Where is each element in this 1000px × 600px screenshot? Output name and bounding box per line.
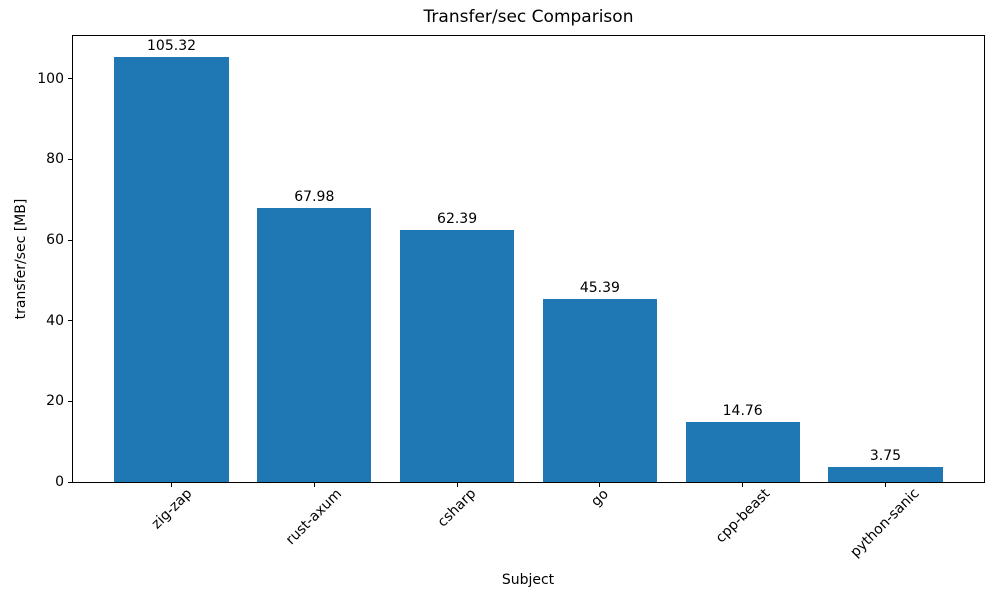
y-tick-label: 100 bbox=[37, 70, 64, 87]
bar-value-label: 62.39 bbox=[437, 211, 478, 228]
y-tick-mark bbox=[68, 158, 73, 160]
y-tick-mark bbox=[68, 320, 73, 322]
y-axis-label: transfer/sec [MB] bbox=[13, 198, 29, 320]
x-tick-mark bbox=[599, 482, 601, 487]
x-tick-mark bbox=[456, 482, 458, 487]
bar-python-sanic bbox=[828, 466, 943, 482]
x-tick-label: go bbox=[588, 485, 612, 510]
x-tick-label: python-sanic bbox=[847, 485, 924, 562]
bar-value-label: 3.75 bbox=[869, 447, 902, 464]
y-tick-label: 80 bbox=[46, 151, 64, 168]
x-axis-label: Subject bbox=[501, 572, 555, 588]
bar-zig-zap bbox=[114, 57, 229, 482]
bar-value-label: 105.32 bbox=[147, 38, 197, 55]
x-tick-mark bbox=[313, 482, 315, 487]
chart-title: Transfer/sec Comparison bbox=[423, 7, 634, 27]
x-tick-label: cpp-beast bbox=[712, 485, 773, 547]
y-tick-label: 0 bbox=[55, 474, 64, 490]
y-tick-mark bbox=[68, 78, 73, 80]
plot-area: 0 20 40 60 80 100 105.32 zig-zap 67.98 rust-axum 6… bbox=[37, 35, 985, 561]
x-tick-label: csharp bbox=[434, 485, 480, 531]
bar-rust-axum bbox=[257, 207, 372, 482]
bar-cpp-beast bbox=[685, 422, 800, 482]
y-tick-label: 40 bbox=[46, 312, 64, 329]
x-tick-label: zig-zap bbox=[148, 485, 195, 533]
x-tick-mark bbox=[171, 482, 173, 487]
y-tick-mark bbox=[68, 400, 73, 402]
bar-value-label: 67.98 bbox=[294, 188, 335, 205]
x-tick-mark bbox=[742, 482, 744, 487]
x-tick-label: rust-axum bbox=[283, 486, 346, 549]
bar-value-label: 45.39 bbox=[579, 279, 620, 296]
y-tick-label: 60 bbox=[46, 232, 64, 249]
bar-value-label: 14.76 bbox=[722, 403, 763, 420]
x-tick-mark bbox=[884, 482, 886, 487]
y-tick-mark bbox=[68, 239, 73, 241]
bar-go bbox=[542, 298, 657, 482]
bar-csharp bbox=[399, 230, 515, 482]
y-tick-label: 20 bbox=[46, 393, 64, 410]
y-tick-mark bbox=[68, 481, 73, 483]
